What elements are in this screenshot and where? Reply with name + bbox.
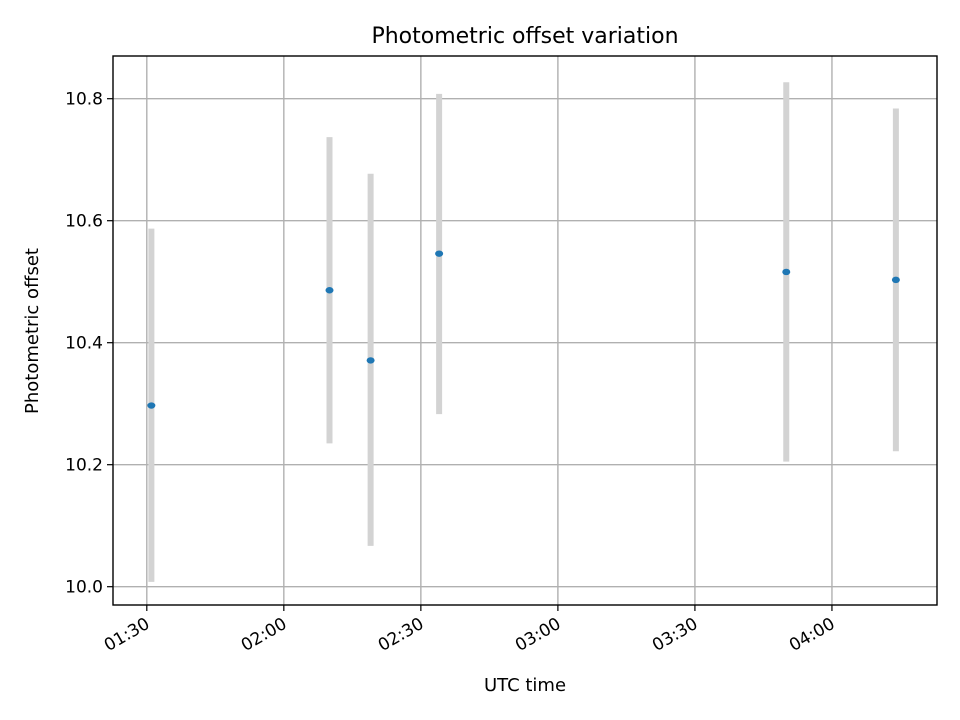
data-point <box>325 287 334 294</box>
data-point <box>435 250 444 257</box>
grid <box>113 56 937 605</box>
plot-frame <box>112 55 938 606</box>
data-point <box>366 357 375 364</box>
data-point <box>891 276 900 284</box>
y-tick-label: 10.4 <box>65 334 103 354</box>
chart-title: Photometric offset variation <box>371 24 678 49</box>
y-axis: 10.0 10.2 10.4 10.6 10.8 <box>65 90 113 598</box>
data-point <box>782 268 791 276</box>
x-axis-label: UTC time <box>484 675 566 696</box>
y-tick-label: 10.6 <box>65 212 103 232</box>
y-axis-label: Photometric offset <box>22 248 43 414</box>
y-tick-label: 10.8 <box>65 90 103 110</box>
data-points <box>147 250 900 409</box>
y-tick-label: 10.2 <box>65 456 103 476</box>
data-point <box>147 402 156 409</box>
y-tick-label: 10.0 <box>65 578 103 598</box>
